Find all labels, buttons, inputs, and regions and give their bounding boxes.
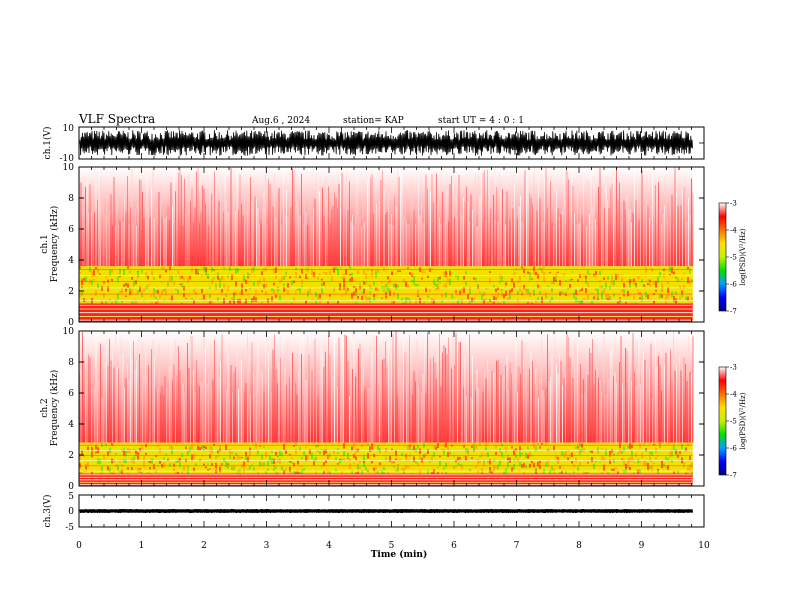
ch1-spectrogram-panel: 0 2 4 6 8 10 ch.1 Frequency (kHz) -3 -4 -5 -6 -7 l… [40,163,747,328]
date-label: Aug.6 , 2024 [251,116,310,126]
time-tick-label: 5 [389,541,395,551]
spec2-colorbar-tick: -5 [730,418,737,426]
ch2-spectrogram-yticks: 0 2 4 6 8 10 [63,327,704,492]
ch1-waveform-ylabel: ch.1(V) [42,127,53,160]
spec2-colorbar-tick: -6 [730,445,737,453]
spec2-colorbar-bar [718,366,727,476]
time-tick-label: 8 [576,541,582,551]
ch1-spectrogram-channel-label: ch.1 [40,234,50,253]
spec1-ytick-label: 0 [68,318,74,328]
spec2-ytick-label: 6 [68,389,74,399]
time-tick-label: 10 [698,541,710,551]
spec2-colorbar-tick: -7 [730,472,737,480]
time-tick-label: 7 [514,541,520,551]
time-tick-label: 2 [201,541,207,551]
time-tick-label: 9 [639,541,645,551]
ch3-ytick-top: 5 [68,492,74,502]
ch1-spectrogram-ylabel: Frequency (kHz) [49,206,60,283]
ch3-ytick-mid: 0 [68,507,74,517]
ch3-ytick-bottom: -5 [65,523,74,533]
start-time-label: start UT = 4 : 0 : 1 [438,116,524,126]
ch1-ytick-bottom: -10 [60,154,75,164]
time-axis-label: Time (min) [371,549,428,560]
spec1-ytick-label: 6 [68,225,74,235]
spec2-colorbar-tick: -4 [730,391,737,399]
ch3-waveform-ylabel: ch.3(V) [42,495,53,528]
spec1-ytick-label: 8 [68,194,74,204]
time-tick-label: 4 [326,541,332,551]
ch1-waveform-line [79,130,693,156]
spec1-colorbar-tick: -5 [730,254,737,262]
time-tick-label: 0 [76,541,82,551]
time-tick-label: 1 [139,541,145,551]
time-tick-label: 6 [451,541,457,551]
spec1-colorbar-tick: -4 [730,227,737,235]
spec2-ytick-label: 0 [68,482,74,492]
ch2-colorbar: -3 -4 -5 -6 -7 log(PSD)(V²/Hz) [718,364,747,480]
ch2-spectrogram-image [79,331,694,486]
spec2-colorbar-label: log(PSD)(V²/Hz) [739,392,747,449]
ch1-waveform-ticks [79,126,704,160]
spec2-ytick-label: 2 [68,451,74,461]
spec1-ytick-label: 10 [63,163,75,173]
station-label: station= KAP [343,116,404,126]
spec1-colorbar-tick: -3 [730,200,737,208]
spec1-ytick-label: 2 [68,287,74,297]
spec1-colorbar-label: log(PSD)(V²/Hz) [739,228,747,285]
spec2-ytick-label: 4 [68,420,74,430]
spec1-colorbar-tick: -7 [730,308,737,316]
figure-title: VLF Spectra [78,112,155,126]
time-tick-label: 3 [264,541,270,551]
ch2-spectrogram-ylabel: Frequency (kHz) [49,370,60,447]
ch1-spectrogram-image [79,167,694,322]
spec1-colorbar-bar [718,202,727,312]
spec2-ytick-label: 8 [68,358,74,368]
time-axis-tick-labels: 0 1 2 3 4 5 6 7 8 9 10 [76,541,710,551]
spec2-ytick-label: 10 [63,327,75,337]
spec1-colorbar-tick: -6 [730,281,737,289]
ch2-spectrogram-panel: 0 2 4 6 8 10 ch.2 Frequency (kHz) -3 -4 -5 -6 -7 l… [40,327,747,492]
spec2-colorbar-tick: -3 [730,364,737,372]
ch3-waveform-line [79,509,694,513]
spec1-ytick-label: 4 [68,256,74,266]
ch1-colorbar: -3 -4 -5 -6 -7 log(PSD)(V²/Hz) [718,200,747,316]
ch1-ytick-top: 10 [63,124,75,134]
ch2-spectrogram-channel-label: ch.2 [40,398,50,417]
time-axis-ticks [78,127,705,527]
ch1-spectrogram-yticks: 0 2 4 6 8 10 [63,163,704,328]
